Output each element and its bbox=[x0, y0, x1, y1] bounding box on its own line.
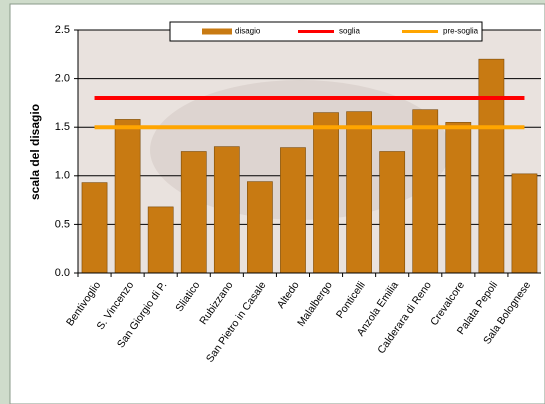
bar bbox=[280, 147, 306, 274]
bar bbox=[412, 109, 439, 274]
bar bbox=[379, 151, 406, 274]
bar bbox=[114, 119, 141, 274]
y-tick-label: 1.5 bbox=[55, 121, 70, 133]
y-tick-label: 2.5 bbox=[55, 24, 70, 36]
bar bbox=[346, 111, 372, 274]
y-axis-title: scala del disagio bbox=[28, 104, 42, 200]
legend-label: soglia bbox=[339, 27, 360, 36]
bar bbox=[81, 182, 108, 274]
bar bbox=[247, 181, 273, 274]
y-tick-label: 1.0 bbox=[55, 170, 70, 182]
legend-label: pre-soglia bbox=[443, 27, 479, 36]
bar bbox=[180, 151, 207, 274]
bar bbox=[511, 173, 538, 274]
bar bbox=[445, 122, 472, 274]
bar bbox=[313, 112, 339, 274]
legend-swatch bbox=[202, 28, 232, 35]
bar bbox=[147, 206, 174, 274]
bar bbox=[213, 146, 240, 274]
bar bbox=[478, 58, 505, 274]
y-tick-label: 0.5 bbox=[55, 218, 70, 230]
y-tick-label: 2.0 bbox=[55, 73, 70, 85]
y-tick-label: 0.0 bbox=[55, 267, 70, 279]
legend-label: disagio bbox=[235, 27, 261, 36]
